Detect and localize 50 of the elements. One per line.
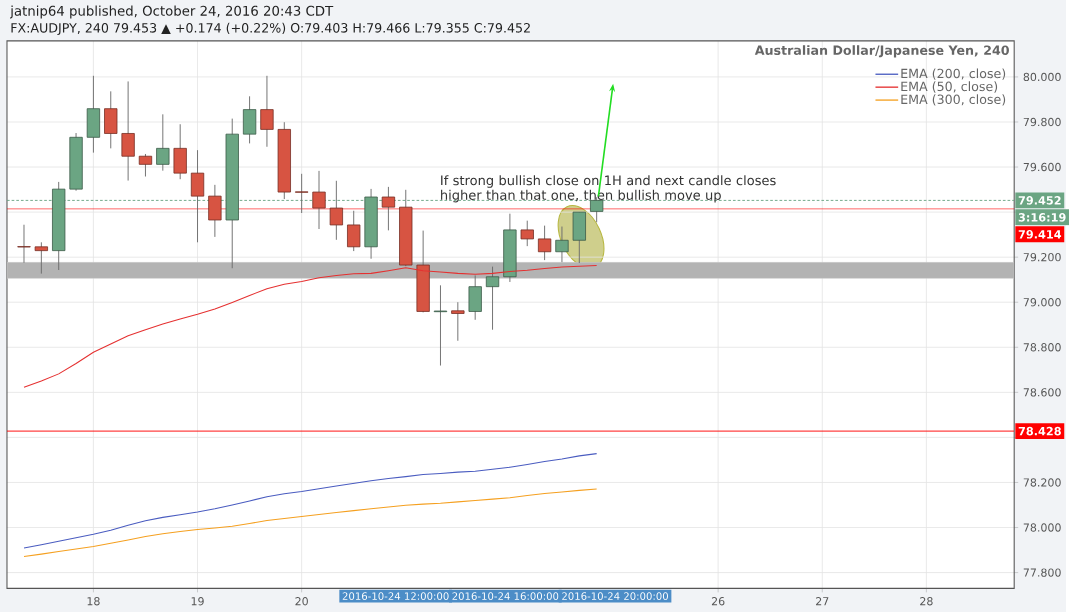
ref-line-label: 78.428 [1018, 426, 1061, 436]
candlestick [295, 173, 309, 214]
y-tick-label: 79.600 [1023, 162, 1061, 172]
candlestick [34, 241, 48, 274]
ref-line-label: 79.414 [1018, 229, 1062, 239]
candlestick [433, 284, 448, 366]
y-tick-label: 78.000 [1023, 523, 1061, 532]
x-tick-label: 27 [816, 596, 829, 606]
chart-title: jatnip64 published, October 24, 2016 20:43 CDT [9, 5, 334, 19]
y-tick-label: 78.600 [1023, 388, 1061, 397]
y-tick-label: 77.800 [1023, 568, 1061, 577]
ref-line-label: 79.452 [1018, 195, 1061, 205]
candlestick [537, 225, 552, 261]
legend-label: EMA (50, close) [901, 81, 998, 93]
x-tick-label: 18 [87, 596, 100, 606]
candlestick [312, 170, 326, 230]
y-tick-label: 78.200 [1023, 478, 1061, 487]
candlestick [260, 75, 274, 148]
candlestick [190, 149, 205, 243]
candlestick [329, 180, 344, 241]
annotation: If strong bullish close on 1H and next candle closes higher than that one, then bullish move up [441, 175, 776, 203]
y-tick-label: 80.000 [1023, 72, 1061, 81]
candlestick [485, 266, 500, 331]
y-tick-label: 79.000 [1023, 297, 1061, 307]
candlestick [121, 80, 135, 181]
chart-subtitle: FX:AUDJPY, 240 79.453 ▲ +0.174 (+0.22%) O:79.403 H:79.466 L:79.355 C:79.452 [11, 22, 530, 35]
legend-label: EMA (300, close) [901, 94, 1006, 106]
x-tick-label: 26 [711, 596, 725, 606]
x-tick-label: 20 [295, 596, 308, 606]
legend-label: EMA (200, close) [901, 68, 1006, 80]
legend-title: Australian Dollar/Japanese Yen, 240 [754, 45, 1009, 58]
candlestick [138, 153, 153, 177]
line-series [23, 264, 598, 388]
y-tick-label: 79.800 [1023, 117, 1061, 127]
y-tick-label: 79.200 [1023, 252, 1061, 262]
candlestick [451, 301, 465, 342]
y-tick-label: 78.800 [1023, 342, 1061, 352]
x-tick-label: 28 [920, 596, 933, 606]
candlestick [555, 225, 569, 263]
candlestick [156, 113, 170, 171]
text: 2016-10-24 20:00:00 [562, 592, 668, 600]
text: 2016-10-24 12:00:00 [342, 592, 449, 600]
candlestick [381, 186, 396, 231]
text: 3:16:19 [1018, 212, 1066, 222]
text: 2016-10-24 16:00:00 [452, 592, 559, 600]
candlestick [347, 210, 361, 252]
candlestick [520, 220, 534, 247]
candlestick [208, 184, 222, 238]
candlestick [17, 224, 31, 264]
x-tick-label: 19 [191, 596, 204, 606]
